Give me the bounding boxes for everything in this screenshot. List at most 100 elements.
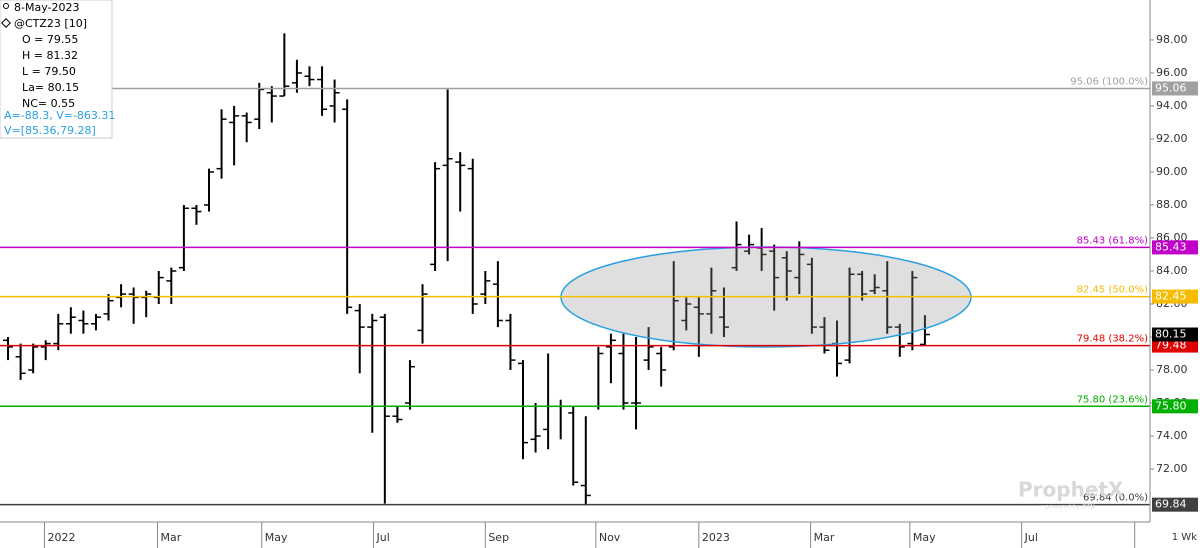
ohlc-bar (530, 403, 541, 453)
ohlc-bar (681, 297, 692, 331)
info-line: L = 79.50 (22, 65, 76, 78)
ohlc-bar (116, 284, 127, 308)
ohlc-bar (731, 221, 742, 271)
info-blue-line: V=[85.36,79.28] (4, 124, 96, 137)
level-tag: 69.84 (1155, 498, 1187, 511)
ohlc-bar (819, 317, 830, 354)
ohlc-bar (203, 168, 214, 212)
ohlc-bar (417, 284, 428, 344)
ohlc-bar (769, 244, 780, 311)
ohlc-bar (430, 162, 441, 271)
watermark-sub: powered by DTN (1045, 504, 1095, 511)
ohlc-bar (178, 204, 189, 271)
ohlc-bar (354, 303, 365, 374)
x-tick-label: 2023 (702, 531, 730, 544)
ohlc-bar (191, 204, 202, 225)
timeframe: 1 Wk (1172, 532, 1197, 543)
ohlc-bar (643, 327, 654, 371)
ohlc-bar (28, 343, 39, 374)
ohlc-bar (618, 333, 629, 410)
ohlc-bar (15, 343, 26, 380)
y-tick-label: 72.00 (1156, 462, 1188, 475)
fib-level-label: 75.80 (23.6%) (1077, 394, 1148, 405)
ohlc-bar (166, 267, 177, 304)
ohlc-bar (317, 66, 328, 116)
ohlc-bar (467, 158, 478, 314)
fib-level-label: 95.06 (100.0%) (1070, 76, 1148, 87)
y-tick-label: 90.00 (1156, 165, 1188, 178)
ohlc-bar (907, 270, 918, 351)
info-line: H = 81.32 (22, 49, 78, 62)
y-tick-label: 74.00 (1156, 429, 1188, 442)
x-tick-label: Jul (376, 531, 390, 544)
ohlc-bar (40, 340, 51, 361)
ohlc-bar (894, 323, 905, 357)
ohlc-bar (580, 416, 591, 506)
ohlc-bar (266, 86, 277, 123)
y-tick-label: 96.00 (1156, 66, 1188, 79)
info-blue-line: A=-88.3, V=-863.31 (4, 109, 115, 122)
last-price-box (1152, 327, 1198, 342)
ohlc-bar (919, 315, 930, 346)
watermark: ProphetX powered by DTN (1018, 478, 1124, 511)
ohlc-bar (291, 59, 302, 93)
y-tick-label: 78.00 (1156, 363, 1188, 376)
x-tick-label: Sep (488, 531, 509, 544)
x-tick-label: Mar (161, 531, 182, 544)
ohlc-bar (90, 313, 101, 331)
ohlc-bar (367, 313, 378, 433)
ohlc-bar (505, 313, 516, 371)
ohlc-bar (65, 307, 76, 334)
level-tag: 95.06 (1155, 81, 1187, 94)
ohlc-bar (442, 89, 453, 262)
ohlc-bar (844, 267, 855, 364)
ohlc-bar (103, 294, 114, 321)
ohlc-bar (342, 99, 353, 314)
ohlc-bar (153, 270, 164, 304)
ohlc-bar (781, 251, 792, 301)
ohlc-bar (229, 105, 240, 166)
ohlc-bar (718, 287, 729, 337)
x-tick-label: May (265, 531, 288, 544)
level-tag-box (1152, 399, 1198, 414)
ohlc-bar (693, 297, 704, 357)
overlay: 95.06 (100.0%) 85.43 (61.8%) 82.45 (50.0%)… (0, 76, 1150, 506)
ohlc-bar (304, 66, 315, 87)
ohlc-bar (869, 274, 880, 295)
y-tick-label: 88.00 (1156, 198, 1188, 211)
ohlc-bar (518, 360, 529, 460)
search-icon (3, 3, 9, 9)
ohlc-bar (605, 333, 616, 384)
ohlc-bar (568, 406, 579, 486)
ohlc-bar (404, 360, 415, 410)
fib-level-label: 85.43 (61.8%) (1077, 235, 1148, 246)
level-tag-box (1152, 81, 1198, 96)
ohlc-bar (241, 112, 252, 143)
ohlc-bar (631, 336, 642, 430)
ohlc-bar (392, 406, 403, 423)
ohlc-bar (141, 290, 152, 318)
ohlc-bar (78, 310, 89, 334)
level-tag-box (1152, 497, 1198, 512)
level-tag-box (1152, 289, 1198, 304)
ohlc-bar (455, 152, 466, 212)
info-panel: 8-May-2023 @CTZ23 [10] O = 79.55 H = 81.… (0, 0, 115, 139)
ohlc-bar (656, 346, 667, 387)
level-tag: 79.48 (1155, 339, 1187, 352)
symbol-icon (1, 18, 11, 28)
y-tick-label: 98.00 (1156, 33, 1188, 46)
ohlc-bar (216, 109, 227, 179)
info-box (0, 0, 113, 139)
level-tag: 75.80 (1155, 399, 1187, 412)
level-tag: 82.45 (1155, 290, 1187, 303)
fib-level-label: 79.48 (38.2%) (1077, 334, 1148, 345)
ohlc-bar (806, 257, 817, 334)
y-tick-label: 92.00 (1156, 132, 1188, 145)
ohlc-bar (794, 241, 805, 295)
ohlc-bar (882, 261, 893, 334)
ohlc-bar (706, 267, 717, 334)
ohlc-bar (128, 287, 139, 324)
info-line: O = 79.55 (22, 33, 78, 46)
